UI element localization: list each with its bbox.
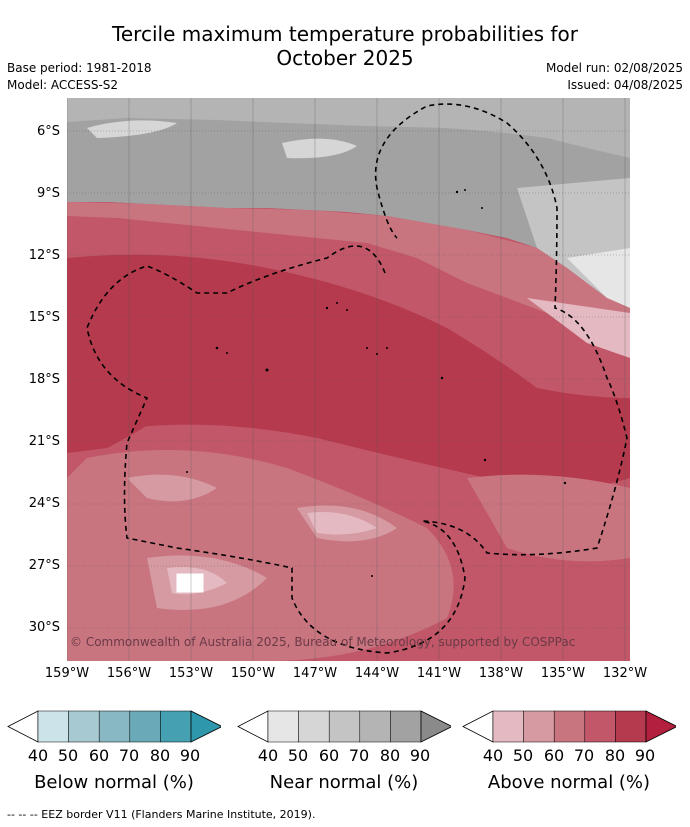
cbar-tick: 80 xyxy=(149,746,171,765)
near-normal-zone xyxy=(67,98,630,308)
lat-tick: 27°S xyxy=(28,558,60,573)
colorbar-min-arrow xyxy=(7,710,39,743)
cbar-tick: 80 xyxy=(379,746,401,765)
lon-tick: 153°W xyxy=(168,666,214,681)
lat-tick: 9°S xyxy=(36,186,60,201)
lon-tick: 150°W xyxy=(230,666,276,681)
base-period: Base period: 1981-2018 xyxy=(7,61,152,75)
run-info: Model run: 02/08/2025 Issued: 04/08/2025 xyxy=(546,60,683,94)
colorbar-swatch xyxy=(68,710,100,743)
colorbar-below-swatches xyxy=(7,710,221,743)
above-normal-core xyxy=(67,254,630,488)
cbar-tick: 40 xyxy=(482,746,504,765)
lon-tick: 144°W xyxy=(354,666,400,681)
lon-tick: 138°W xyxy=(478,666,524,681)
lat-tick: 6°S xyxy=(36,124,60,139)
lat-gridlines xyxy=(67,130,630,629)
colorbar-max-arrow xyxy=(420,710,451,743)
cbar-tick: 70 xyxy=(348,746,370,765)
cbar-tick: 40 xyxy=(257,746,279,765)
colorbar-min-arrow xyxy=(237,710,269,743)
lon-tick: 156°W xyxy=(106,666,152,681)
colorbar-swatch xyxy=(129,710,161,743)
colorbar-swatch xyxy=(553,710,586,743)
colorbar-min-arrow xyxy=(462,710,494,743)
near-normal-zone-light xyxy=(67,98,630,158)
colorbar-above-label: Above normal (%) xyxy=(487,772,651,793)
low-probability-patch xyxy=(176,573,204,593)
lat-tick: 24°S xyxy=(28,496,60,511)
chart-title: Tercile maximum temperature probabilitie… xyxy=(0,22,690,70)
colorbar-swatch xyxy=(492,710,524,743)
cbar-tick: 80 xyxy=(604,746,626,765)
eez-border xyxy=(86,103,628,654)
model-name: Model: ACCESS-S2 xyxy=(7,78,119,92)
islands xyxy=(186,189,567,577)
cbar-tick: 60 xyxy=(543,746,565,765)
model-info: Base period: 1981-2018 Model: ACCESS-S2 xyxy=(7,60,152,94)
cbar-tick: 60 xyxy=(318,746,340,765)
colorbar-near-label: Near normal (%) xyxy=(269,772,419,793)
title-line-2: October 2025 xyxy=(276,46,414,70)
cbar-tick: 70 xyxy=(118,746,140,765)
colorbar-swatch xyxy=(584,710,616,743)
lon-tick: 132°W xyxy=(602,666,648,681)
lon-tick: 141°W xyxy=(416,666,462,681)
above-normal-band xyxy=(67,202,630,348)
above-normal-patch-c xyxy=(307,512,377,535)
colorbar-swatch xyxy=(390,710,422,743)
cbar-tick: 90 xyxy=(634,746,656,765)
colorbar-swatch xyxy=(267,710,299,743)
copyright-notice: © Commonwealth of Australia 2025, Bureau… xyxy=(70,635,576,649)
colorbar-swatch xyxy=(359,710,391,743)
colorbar-max-arrow xyxy=(645,710,676,743)
lat-tick: 18°S xyxy=(28,372,60,387)
lon-tick: 147°W xyxy=(292,666,338,681)
cbar-tick: 60 xyxy=(88,746,110,765)
colorbar-max-arrow xyxy=(190,710,221,743)
colorbar-swatch xyxy=(615,710,647,743)
colorbar-swatch xyxy=(328,710,361,743)
colorbar-above-swatches xyxy=(462,710,676,743)
cbar-tick: 40 xyxy=(27,746,49,765)
colorbar-swatch xyxy=(98,710,131,743)
lat-tick: 21°S xyxy=(28,434,60,449)
near-normal-patch xyxy=(282,138,357,159)
near-normal-patch-west xyxy=(87,120,177,138)
colorbar-below-label: Below normal (%) xyxy=(34,772,194,793)
lat-tick: 12°S xyxy=(28,248,60,263)
above-normal-patch-a xyxy=(127,474,217,502)
cbar-tick: 90 xyxy=(179,746,201,765)
cbar-tick: 70 xyxy=(573,746,595,765)
probability-map: © Commonwealth of Australia 2025, Bureau… xyxy=(66,98,630,661)
near-normal-zone-edge xyxy=(567,248,630,308)
cbar-tick: 50 xyxy=(512,746,534,765)
above-normal-se-corner xyxy=(487,610,630,661)
above-normal-southeast xyxy=(467,474,630,562)
colorbar-swatch xyxy=(298,710,330,743)
cbar-tick: 90 xyxy=(409,746,431,765)
lon-tick: 159°W xyxy=(44,666,90,681)
colorbar-swatch xyxy=(37,710,69,743)
cbar-tick: 50 xyxy=(57,746,79,765)
lat-tick: 15°S xyxy=(28,310,60,325)
map-svg xyxy=(66,98,630,661)
lon-tick: 135°W xyxy=(540,666,586,681)
model-run: Model run: 02/08/2025 xyxy=(545,61,683,75)
title-line-1: Tercile maximum temperature probabilitie… xyxy=(112,22,578,46)
issued-date: Issued: 04/08/2025 xyxy=(567,78,683,92)
eez-footnote: -- -- -- EEZ border V11 (Flanders Marine… xyxy=(7,808,316,821)
above-normal-core-west xyxy=(67,393,187,453)
above-normal-light-east xyxy=(527,298,630,358)
colorbar-swatch xyxy=(523,710,555,743)
colorbar-near-swatches xyxy=(237,710,451,743)
lat-tick: 30°S xyxy=(28,620,60,635)
cbar-tick: 50 xyxy=(287,746,309,765)
lon-gridlines xyxy=(66,98,626,661)
colorbar-swatch xyxy=(160,710,192,743)
